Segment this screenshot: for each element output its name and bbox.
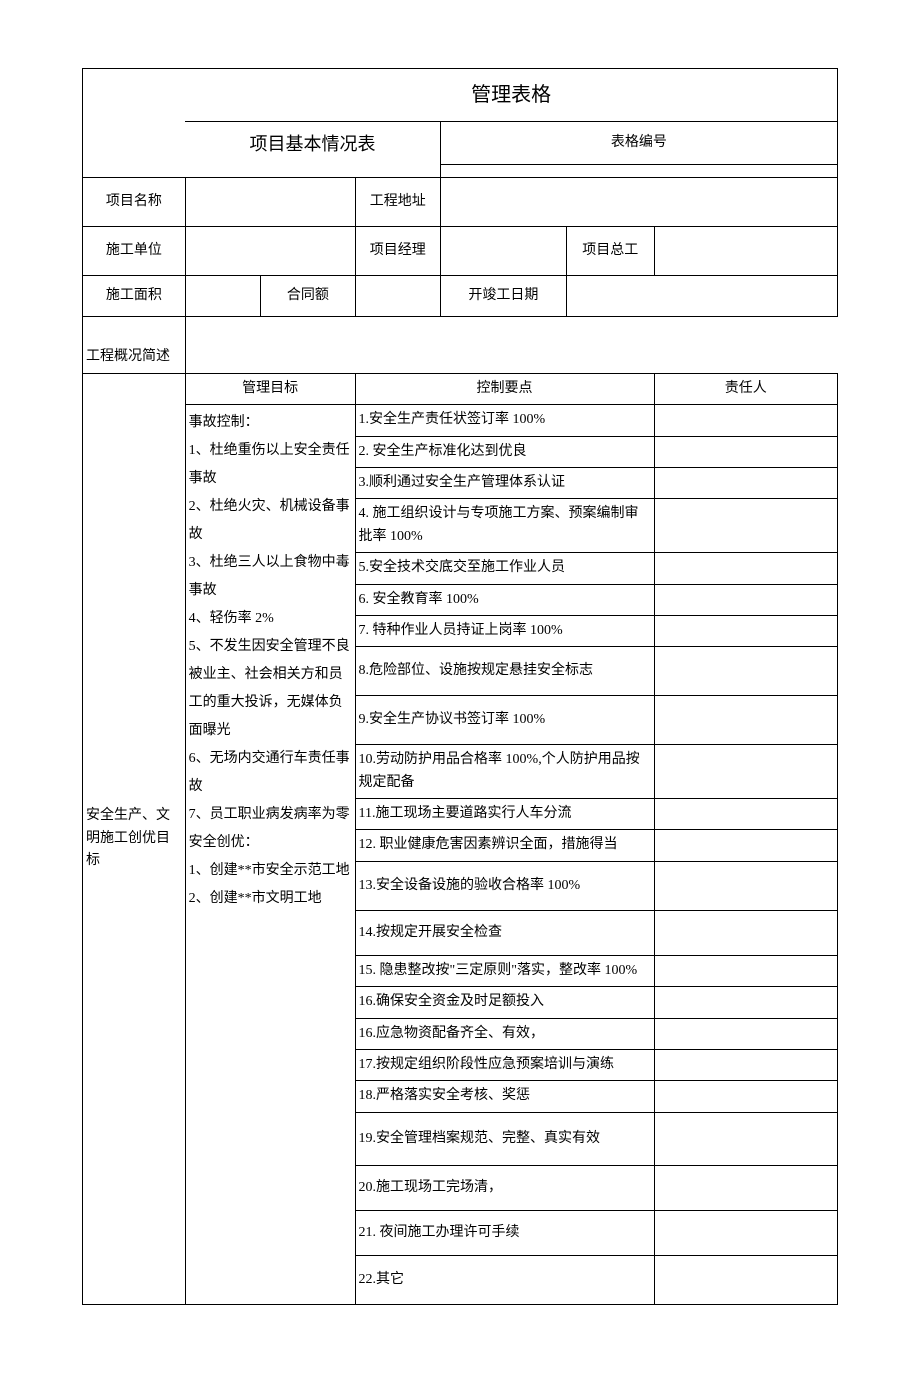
overview-label: 工程概况简述 <box>83 316 186 373</box>
resp-17[interactable] <box>654 1018 838 1049</box>
project-address-label: 工程地址 <box>355 177 440 226</box>
resp-2[interactable] <box>654 436 838 467</box>
resp-18[interactable] <box>654 1050 838 1081</box>
management-target-label: 管理目标 <box>185 373 355 404</box>
ctrl-21: 20.施工现场工完场清， <box>355 1165 654 1210</box>
ctrl-15: 15. 隐患整改按"三定原则"落实，整改率 100% <box>355 955 654 986</box>
ctrl-11: 11.施工现场主要道路实行人车分流 <box>355 799 654 830</box>
resp-13[interactable] <box>654 861 838 910</box>
sub-title: 项目基本情况表 <box>185 122 440 178</box>
ctrl-18: 17.按规定组织阶段性应急预案培训与演练 <box>355 1050 654 1081</box>
project-engineer-label: 项目总工 <box>566 226 654 275</box>
ctrl-6: 6. 安全教育率 100% <box>355 584 654 615</box>
resp-19[interactable] <box>654 1081 838 1112</box>
control-points-label: 控制要点 <box>355 373 654 404</box>
resp-11[interactable] <box>654 799 838 830</box>
resp-4[interactable] <box>654 499 838 553</box>
ctrl-16: 16.确保安全资金及时足额投入 <box>355 987 654 1018</box>
construction-area-label: 施工面积 <box>83 275 186 316</box>
construction-unit-value[interactable] <box>185 226 355 275</box>
ctrl-14: 14.按规定开展安全检查 <box>355 910 654 955</box>
ctrl-17: 16.应急物资配备齐全、有效， <box>355 1018 654 1049</box>
resp-14[interactable] <box>654 910 838 955</box>
resp-23[interactable] <box>654 1255 838 1304</box>
responsible-label: 责任人 <box>654 373 838 404</box>
project-name-value[interactable] <box>185 177 355 226</box>
construction-area-value[interactable] <box>185 275 261 316</box>
resp-16[interactable] <box>654 987 838 1018</box>
main-title: 管理表格 <box>185 69 837 122</box>
ctrl-13: 13.安全设备设施的验收合格率 100% <box>355 861 654 910</box>
project-name-label: 项目名称 <box>83 177 186 226</box>
ctrl-10: 10.劳动防护用品合格率 100%,个人防护用品按规定配备 <box>355 745 654 799</box>
construction-unit-label: 施工单位 <box>83 226 186 275</box>
start-end-date-label: 开竣工日期 <box>440 275 566 316</box>
side-label: 安全生产、文明施工创优目标 <box>83 373 186 1304</box>
resp-6[interactable] <box>654 584 838 615</box>
form-no-label: 表格编号 <box>440 122 837 165</box>
resp-9[interactable] <box>654 696 838 745</box>
resp-21[interactable] <box>654 1165 838 1210</box>
project-manager-label: 项目经理 <box>355 226 440 275</box>
ctrl-1: 1.安全生产责任状签订率 100% <box>355 405 654 436</box>
overview-value[interactable] <box>185 316 837 373</box>
ctrl-4: 4. 施工组织设计与专项施工方案、预案编制审批率 100% <box>355 499 654 553</box>
resp-7[interactable] <box>654 615 838 646</box>
ctrl-8: 8.危险部位、设施按规定悬挂安全标志 <box>355 647 654 696</box>
start-end-date-value[interactable] <box>566 275 837 316</box>
form-no-value[interactable] <box>440 165 837 177</box>
resp-10[interactable] <box>654 745 838 799</box>
corner-cell <box>83 69 186 122</box>
resp-8[interactable] <box>654 647 838 696</box>
ctrl-9: 9.安全生产协议书签订率 100% <box>355 696 654 745</box>
ctrl-12: 12. 职业健康危害因素辨识全面，措施得当 <box>355 830 654 861</box>
form-table: 管理表格 项目基本情况表 表格编号 项目名称 工程地址 施工单位 项目经理 项目… <box>82 68 838 1305</box>
ctrl-22: 21. 夜间施工办理许可手续 <box>355 1210 654 1255</box>
ctrl-7: 7. 特种作业人员持证上岗率 100% <box>355 615 654 646</box>
resp-22[interactable] <box>654 1210 838 1255</box>
resp-12[interactable] <box>654 830 838 861</box>
project-address-value[interactable] <box>440 177 837 226</box>
contract-amount-label: 合同额 <box>261 275 355 316</box>
project-engineer-value[interactable] <box>654 226 838 275</box>
contract-amount-value[interactable] <box>355 275 440 316</box>
ctrl-20: 19.安全管理档案规范、完整、真实有效 <box>355 1112 654 1165</box>
ctrl-23: 22.其它 <box>355 1255 654 1304</box>
resp-3[interactable] <box>654 467 838 498</box>
targets-block: 事故控制： 1、杜绝重伤以上安全责任事故 2、杜绝火灾、机械设备事故 3、杜绝三… <box>185 405 355 1305</box>
resp-20[interactable] <box>654 1112 838 1165</box>
resp-5[interactable] <box>654 553 838 584</box>
ctrl-3: 3.顺利通过安全生产管理体系认证 <box>355 467 654 498</box>
resp-15[interactable] <box>654 955 838 986</box>
resp-1[interactable] <box>654 405 838 436</box>
project-manager-value[interactable] <box>440 226 566 275</box>
ctrl-2: 2. 安全生产标准化达到优良 <box>355 436 654 467</box>
ctrl-5: 5.安全技术交底交至施工作业人员 <box>355 553 654 584</box>
ctrl-19: 18.严格落实安全考核、奖惩 <box>355 1081 654 1112</box>
